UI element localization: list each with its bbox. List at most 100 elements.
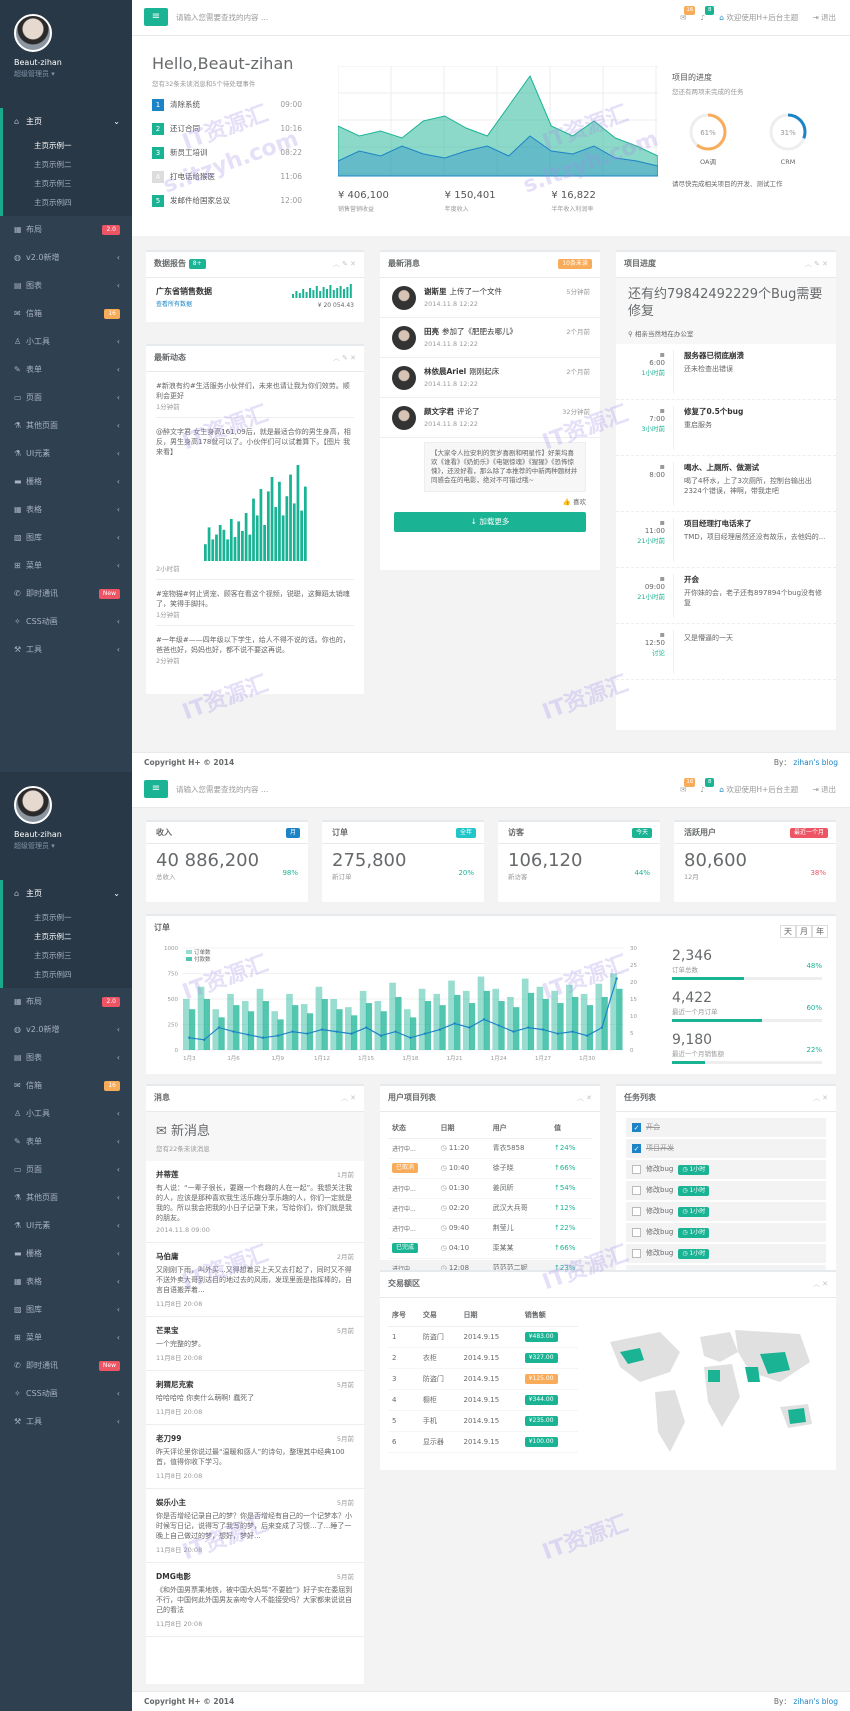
table-row[interactable]: 4 橱柜 2014.9.15 ¥344.00	[388, 1389, 578, 1410]
nav-sub-item[interactable]: 主页示例二	[34, 160, 72, 169]
nav-item[interactable]: ✉ 信箱 16	[0, 1072, 132, 1100]
checkbox-icon[interactable]	[632, 1207, 641, 1216]
menu-toggle-button[interactable]: ≡	[144, 8, 168, 26]
bell-icon[interactable]: ♪ 8	[700, 778, 715, 794]
mail-icon[interactable]: ✉ 16	[680, 778, 696, 794]
nav-sub-item[interactable]: 主页示例二	[34, 932, 72, 941]
inbox-item[interactable]: 并蒂莲 1月前 有人说：“一辈子很长，要跟一个有趣的人在一起”。我想关注我的人，应该…	[146, 1161, 364, 1243]
nav-item[interactable]: ✎ 表单 ‹	[0, 356, 132, 384]
nav-item[interactable]: ▤ 图表 ‹	[0, 272, 132, 300]
checkbox-checked-icon[interactable]: ✓	[632, 1144, 641, 1153]
checkbox-icon[interactable]	[632, 1249, 641, 1258]
table-row[interactable]: 进行中... ◷ 09:40 荆莹儿 ↑22%	[388, 1218, 592, 1238]
table-row[interactable]: 2 衣柜 2014.9.15 ¥327.00	[388, 1347, 578, 1368]
nav-item[interactable]: ✉ 信箱 16	[0, 300, 132, 328]
table-row[interactable]: 已取消 ◷ 10:40 徐子晓 ↑66%	[388, 1158, 592, 1178]
task-item[interactable]: 修改bug ◷ 1小时	[626, 1244, 826, 1263]
blog-link[interactable]: zihan's blog	[793, 1697, 838, 1706]
nav-main-header[interactable]: ⌂ 主页 ⌄	[14, 108, 132, 136]
nav-item-main[interactable]: ⌂ 主页 ⌄ 主页示例一主页示例二主页示例三主页示例四	[0, 108, 132, 216]
inbox-item[interactable]: 娱乐小主 5月前 你是否增经记录自己的梦？你是否增经有自己的一个记梦本？小时候写日记…	[146, 1489, 364, 1563]
nav-item[interactable]: ▬ 栅格 ‹	[0, 468, 132, 496]
message-sender[interactable]: 林依晨Ariel	[424, 367, 467, 376]
nav-item[interactable]: ▦ 布局 2.0	[0, 988, 132, 1016]
checkbox-checked-icon[interactable]: ✓	[632, 1123, 641, 1132]
avatar[interactable]	[14, 14, 52, 52]
task-item[interactable]: ✓ 开会	[626, 1118, 826, 1137]
nav-item[interactable]: ▭ 页面 ‹	[0, 384, 132, 412]
table-row[interactable]: 进行中... ◷ 02:20 武汉大兵哥 ↑12%	[388, 1198, 592, 1218]
nav-item[interactable]: ✆ 即时通讯 New	[0, 1352, 132, 1380]
nav-main-header[interactable]: ⌂ 主页 ⌄	[14, 880, 132, 908]
load-more-button[interactable]: ↓ 加载更多	[394, 512, 586, 532]
nav-item[interactable]: ⚒ 工具 ‹	[0, 636, 132, 664]
mail-icon[interactable]: ✉ 16	[680, 6, 696, 22]
task-item[interactable]: 修改bug ◷ 1小时	[626, 1223, 826, 1242]
avatar[interactable]	[392, 286, 416, 310]
message-item[interactable]: 颜文字君 评论了 2014.11.8 12:22 32分钟前	[380, 398, 600, 438]
checkbox-icon[interactable]	[632, 1165, 641, 1174]
task-item[interactable]: 修改bug ◷ 1小时	[626, 1181, 826, 1200]
panel-tools[interactable]: ︿ ✎ ✕	[804, 260, 828, 268]
tab-month[interactable]: 月	[796, 925, 812, 938]
welcome-link[interactable]: ⌂ 欢迎使用H+后台主题	[719, 13, 799, 22]
nav-sub-item[interactable]: 主页示例四	[34, 198, 72, 207]
table-row[interactable]: 6 显示器 2014.9.15 ¥100.00	[388, 1431, 578, 1452]
logout-link[interactable]: ⇥ 退出	[812, 785, 836, 794]
tab-day[interactable]: 天	[780, 925, 796, 938]
message-item[interactable]: 田亮 参加了《肥肥去哪儿》 2014.11.8 12:22 2个月前	[380, 318, 600, 358]
nav-item[interactable]: ▦ 表格 ‹	[0, 1268, 132, 1296]
nav-item[interactable]: ⊞ 菜单 ‹	[0, 552, 132, 580]
table-row[interactable]: 5 手机 2014.9.15 ¥235.00	[388, 1410, 578, 1431]
avatar[interactable]	[392, 406, 416, 430]
nav-item[interactable]: ⚗ 其他页面 ‹	[0, 1184, 132, 1212]
panel-tools[interactable]: ︿ ✎ ✕	[332, 354, 356, 362]
nav-sub-item[interactable]: 主页示例三	[34, 179, 72, 188]
logout-link[interactable]: ⇥ 退出	[812, 13, 836, 22]
nav-item[interactable]: ⚗ UI元素 ‹	[0, 1212, 132, 1240]
panel-tools[interactable]: ︿ ✎ ✕	[332, 260, 356, 268]
nav-item[interactable]: ◍ v2.0新增 ‹	[0, 1016, 132, 1044]
nav-item[interactable]: ▬ 栅格 ‹	[0, 1240, 132, 1268]
nav-item[interactable]: ▦ 表格 ‹	[0, 496, 132, 524]
nav-item[interactable]: ⚗ 其他页面 ‹	[0, 412, 132, 440]
nav-item[interactable]: ▨ 图库 ‹	[0, 1296, 132, 1324]
panel-tools[interactable]: ︿ ✕	[576, 1094, 592, 1102]
message-item[interactable]: 林依晨Ariel 刚刚起床 2014.11.8 12:22 2个月前	[380, 358, 600, 398]
message-sender[interactable]: 谢斯里	[424, 287, 447, 296]
inbox-item[interactable]: 芒果宝 5月前 一个完整的梦。 11月8日 20:08	[146, 1317, 364, 1371]
menu-toggle-button[interactable]: ≡	[144, 780, 168, 798]
task-item[interactable]: 修改bug ◷ 1小时	[626, 1160, 826, 1179]
checkbox-icon[interactable]	[632, 1228, 641, 1237]
nav-item[interactable]: ◍ v2.0新增 ‹	[0, 244, 132, 272]
inbox-item[interactable]: 刺猬尼克索 5月前 哈哈哈哈 你卖什么萌啊! 蠢死了 11月8日 20:08	[146, 1371, 364, 1425]
report-sub[interactable]: 查看所有数据	[156, 301, 193, 308]
nav-sub-item[interactable]: 主页示例一	[34, 141, 72, 150]
user-name[interactable]: Beaut-zihan	[14, 58, 62, 67]
table-row[interactable]: 进行中... ◷ 11:20 青衣5858 ↑24%	[388, 1138, 592, 1158]
today-task-row[interactable]: 1 清除系统 09:00	[152, 96, 302, 114]
task-item[interactable]: 修改bug ◷ 1小时	[626, 1202, 826, 1221]
nav-item[interactable]: ⊞ 菜单 ‹	[0, 1324, 132, 1352]
nav-sub-item[interactable]: 主页示例四	[34, 970, 72, 979]
panel-tools[interactable]: ︿ ✕	[812, 1280, 828, 1288]
panel-tools[interactable]: ︿ ✕	[340, 1094, 356, 1102]
message-sender[interactable]: 颜文字君	[424, 407, 454, 416]
table-row[interactable]: 1 防盗门 2014.9.15 ¥483.00	[388, 1326, 578, 1347]
nav-item[interactable]: ▭ 页面 ‹	[0, 1156, 132, 1184]
table-row[interactable]: 进行中... ◷ 01:30 姜凤昕 ↑54%	[388, 1178, 592, 1198]
nav-item[interactable]: ▨ 图库 ‹	[0, 524, 132, 552]
inbox-item[interactable]: 马伯庸 2月前 又刚刚下雨，叫外买...又得想着买上天又去打起了，同时又不得不送外卖…	[146, 1243, 364, 1317]
nav-item[interactable]: ✎ 表单 ‹	[0, 1128, 132, 1156]
nav-item[interactable]: ♙ 小工具 ‹	[0, 1100, 132, 1128]
today-task-row[interactable]: 5 发邮件给国家总议 12:00	[152, 192, 302, 210]
nav-item-main[interactable]: ⌂ 主页 ⌄ 主页示例一 主页示例二 主页示例三 主页示例四	[0, 880, 132, 988]
user-role[interactable]: 超级管理员 ▾	[14, 70, 55, 78]
message-sender[interactable]: 田亮	[424, 327, 439, 336]
checkbox-icon[interactable]	[632, 1186, 641, 1195]
today-task-row[interactable]: 2 还订合同 10:16	[152, 120, 302, 138]
avatar[interactable]	[392, 366, 416, 390]
nav-item[interactable]: ✧ CSS动画 ‹	[0, 1380, 132, 1408]
welcome-link[interactable]: ⌂ 欢迎使用H+后台主题	[719, 785, 799, 794]
like-button[interactable]: 👍 喜欢	[562, 498, 586, 506]
